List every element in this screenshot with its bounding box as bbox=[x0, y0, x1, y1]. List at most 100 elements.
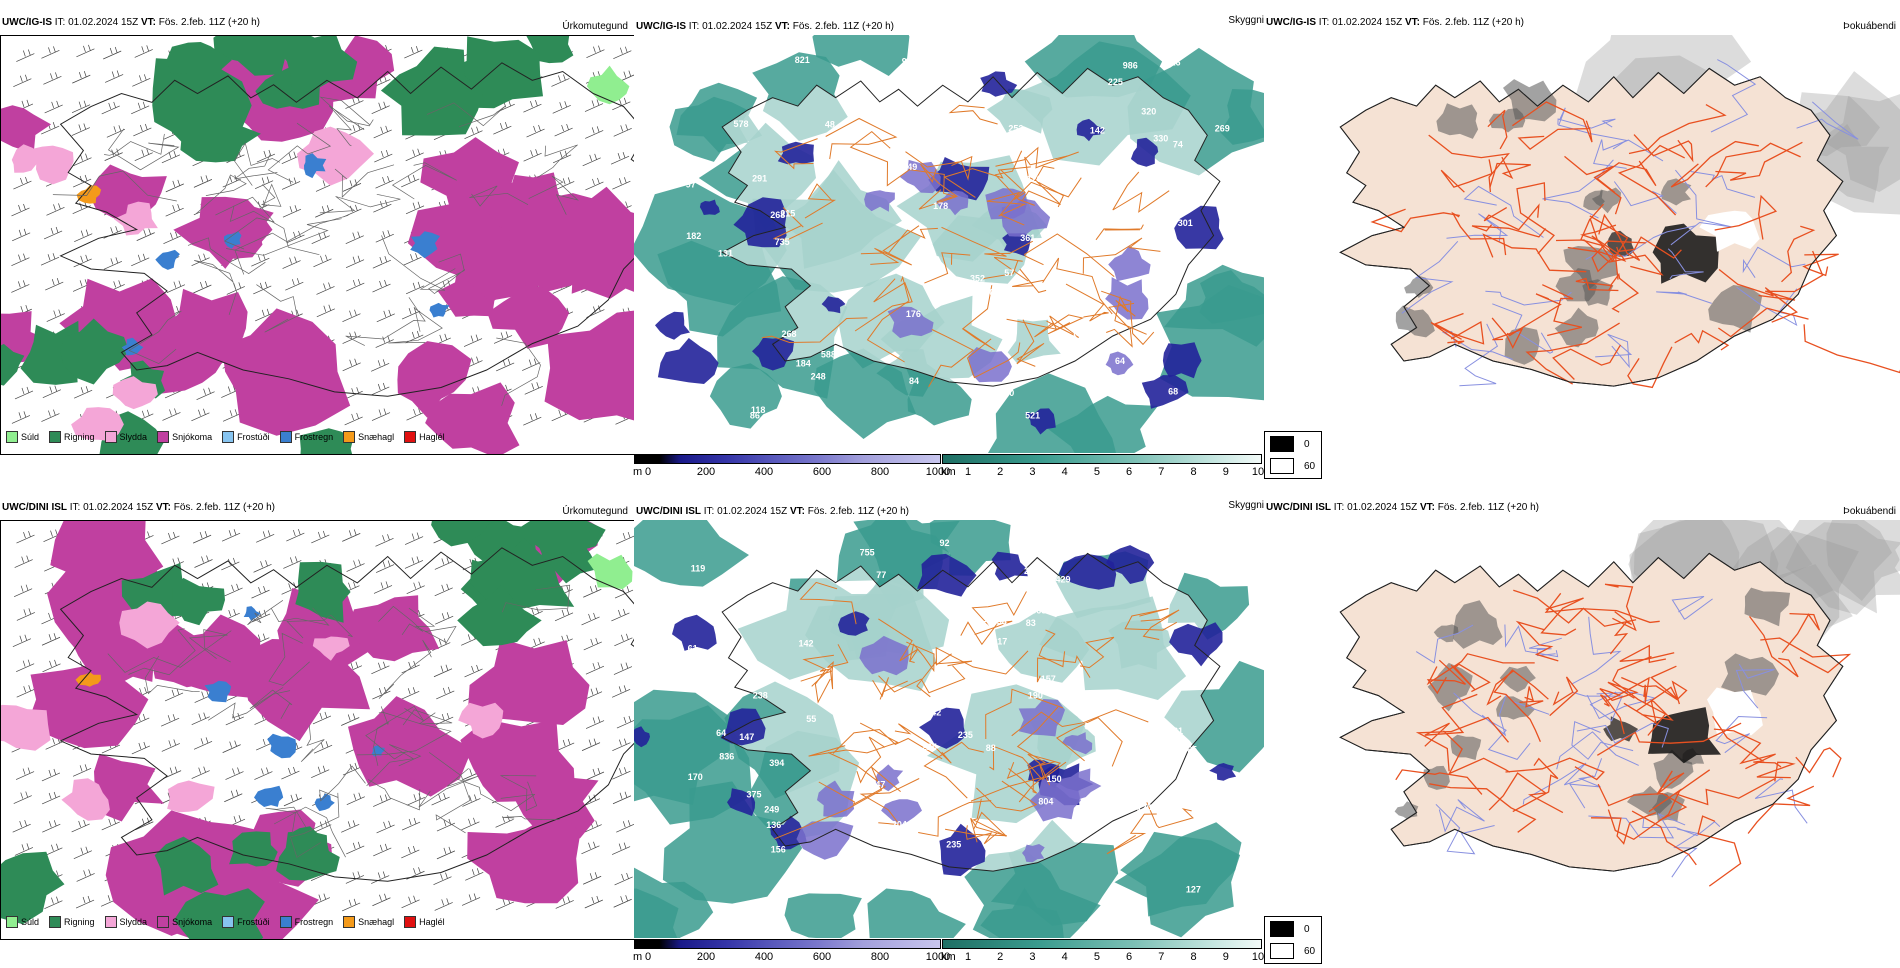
road bbox=[346, 297, 425, 345]
lead: (+20 h) bbox=[877, 506, 909, 517]
wind-barb bbox=[14, 792, 32, 804]
cloud-base-label: 212 bbox=[800, 563, 815, 573]
cloud-base-label: 137 bbox=[1072, 328, 1087, 338]
wind-barb bbox=[167, 281, 185, 293]
cloud-base-label: 198 bbox=[1106, 156, 1121, 166]
cloud-base-label: 82 bbox=[1058, 222, 1068, 232]
cloud-base-label: 207 bbox=[1143, 343, 1158, 353]
wind-barb bbox=[346, 279, 364, 291]
cloud-base-label: 150 bbox=[1047, 774, 1062, 784]
cloud-base-label: 156 bbox=[771, 845, 786, 855]
vt-label: VT: bbox=[1420, 502, 1435, 513]
legend-swatch bbox=[222, 916, 234, 928]
fog-map bbox=[1264, 520, 1900, 938]
fog-map-svg bbox=[1264, 35, 1900, 453]
colorbar-tick: 10 bbox=[1252, 951, 1264, 963]
it-label: IT: bbox=[70, 502, 81, 513]
wind-barb bbox=[403, 253, 421, 265]
legend-item: Snæhagl bbox=[343, 431, 394, 443]
colorbar-tick: 7 bbox=[1158, 951, 1164, 963]
cloud-base-label: 339 bbox=[955, 82, 970, 92]
wind-barb bbox=[465, 868, 483, 880]
fog-title: Þokuábendi bbox=[1843, 506, 1896, 517]
cloud-base-label: 182 bbox=[686, 231, 701, 241]
colorbar-tick: 200 bbox=[697, 466, 715, 478]
wind-barb bbox=[17, 608, 35, 620]
colorbar-tick: 5 bbox=[1094, 466, 1100, 478]
wind-barb bbox=[527, 125, 545, 137]
wind-barb bbox=[104, 257, 122, 269]
road bbox=[1804, 324, 1900, 372]
wind-barb bbox=[402, 818, 420, 830]
wind-barb bbox=[615, 873, 633, 885]
colorbar-tick: 10 bbox=[1252, 466, 1264, 478]
wind-barb bbox=[461, 818, 479, 830]
wind-barb bbox=[585, 126, 603, 138]
cloud-base-label: 578 bbox=[734, 119, 749, 129]
wind-barb bbox=[166, 204, 184, 216]
it-label: IT: bbox=[689, 21, 700, 32]
colorbar-tick: 7 bbox=[1158, 466, 1164, 478]
cloud-base-label: 225 bbox=[1108, 77, 1123, 87]
wind-barb bbox=[583, 154, 601, 166]
cloud-base-label: 119 bbox=[691, 564, 706, 574]
freezing-rain-area bbox=[155, 250, 180, 270]
colorbar-tick: 400 bbox=[755, 951, 773, 963]
cloud-base-label: 126 bbox=[1027, 174, 1042, 184]
cloud-base-label: 147 bbox=[739, 732, 754, 742]
wind-barb bbox=[434, 873, 452, 885]
wind-barb bbox=[15, 387, 33, 399]
colorbar-tick: 600 bbox=[813, 951, 831, 963]
cloud-base-label: 306 bbox=[984, 288, 999, 298]
wind-barb bbox=[616, 820, 634, 832]
cloud-base-label: 225 bbox=[922, 742, 937, 752]
wind-barb bbox=[371, 383, 389, 395]
wind-barb bbox=[105, 149, 123, 161]
wind-barb bbox=[373, 280, 391, 292]
wind-barb bbox=[162, 408, 180, 420]
legend-label: Frostúði bbox=[237, 917, 270, 927]
wind-barb bbox=[42, 820, 60, 832]
wind-barb bbox=[341, 713, 359, 725]
wind-barb bbox=[162, 151, 180, 163]
lead-time: (+20 h) bbox=[228, 17, 260, 28]
panel-header: UWC/IG-IS IT: 01.02.2024 15Z VT: Fös. 2.… bbox=[1266, 17, 1524, 28]
wind-barb bbox=[11, 204, 29, 216]
legend-swatch bbox=[6, 431, 18, 443]
wind-barb bbox=[223, 175, 241, 187]
cloud-base-label: 320 bbox=[1141, 106, 1156, 116]
legend-item: Frostregn bbox=[280, 916, 334, 928]
wind-barb bbox=[464, 335, 482, 347]
fog-legend-swatch bbox=[1270, 436, 1294, 452]
legend-label: Rigning bbox=[64, 432, 95, 442]
wind-barb bbox=[586, 46, 604, 58]
wind-barb bbox=[585, 100, 603, 112]
legend-label: Snjókoma bbox=[172, 432, 212, 442]
wind-barb bbox=[435, 898, 453, 910]
legend-label: Haglél bbox=[419, 432, 445, 442]
cloud-base-label: 149 bbox=[902, 162, 917, 172]
wind-barb bbox=[405, 556, 423, 568]
colorbar-m-gradient bbox=[634, 454, 941, 464]
fog-legend-item: 60 bbox=[1265, 940, 1321, 962]
wind-barb bbox=[437, 847, 455, 859]
wind-barb bbox=[377, 821, 395, 833]
cloud-base-label: 93 bbox=[902, 57, 912, 67]
colorbar-tick: 800 bbox=[871, 466, 889, 478]
wind-barb bbox=[132, 74, 150, 86]
wind-barb bbox=[14, 585, 32, 597]
wind-barb bbox=[13, 820, 31, 832]
legend-label: Frostregn bbox=[295, 917, 334, 927]
legend-swatch bbox=[157, 916, 169, 928]
wind-barb bbox=[13, 635, 31, 647]
wind-barb bbox=[162, 739, 180, 751]
wind-barb bbox=[346, 232, 364, 244]
it-label: IT: bbox=[704, 506, 715, 517]
snow-area bbox=[173, 197, 272, 269]
cloud-base-label: 215 bbox=[1078, 299, 1093, 309]
visibility-area bbox=[634, 520, 749, 587]
model-label: UWC/IG-IS bbox=[2, 17, 52, 28]
wind-barb bbox=[73, 764, 91, 776]
colorbar-tick: 4 bbox=[1062, 466, 1068, 478]
